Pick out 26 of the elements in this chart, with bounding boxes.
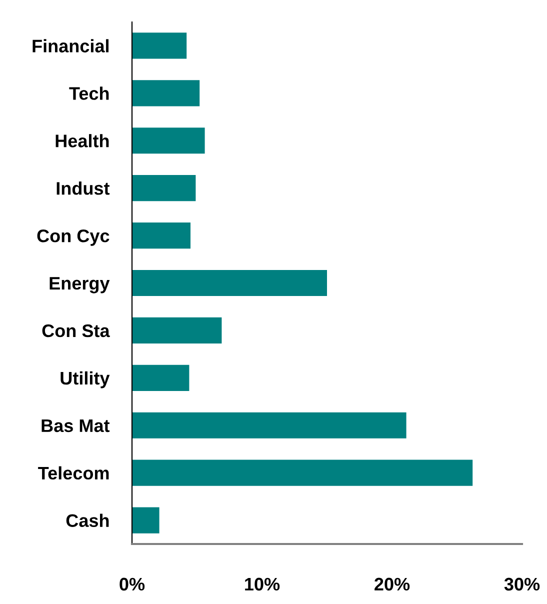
bar — [132, 175, 196, 202]
y-tick-label: Bas Mat — [42, 419, 110, 432]
bar — [132, 80, 200, 106]
bar — [132, 222, 190, 249]
y-tick-label: Utility — [60, 371, 110, 388]
y-tick-label: Energy — [50, 277, 110, 294]
x-tick-label: 0% — [120, 578, 145, 591]
y-tick-label: Telecom — [38, 466, 109, 480]
x-tick-label: 20% — [374, 578, 410, 591]
bar — [132, 128, 205, 154]
bar — [132, 507, 160, 534]
x-tick-label: 30% — [504, 578, 540, 591]
bar — [132, 412, 406, 438]
bar — [132, 32, 187, 59]
y-tick-label: Health — [56, 134, 109, 148]
y-tick-label: Con Cyc — [37, 229, 110, 246]
y-tick-label: Financial — [32, 39, 109, 52]
y-tick-label: Tech — [69, 86, 109, 100]
y-tick-label: Cash — [66, 514, 109, 527]
y-tick-label: Indust — [56, 182, 110, 195]
bar — [132, 270, 327, 296]
bar — [132, 460, 473, 486]
y-tick-label: Con Sta — [42, 324, 110, 338]
bar — [132, 364, 190, 391]
bar — [132, 317, 222, 344]
x-tick-label: 10% — [245, 578, 280, 591]
